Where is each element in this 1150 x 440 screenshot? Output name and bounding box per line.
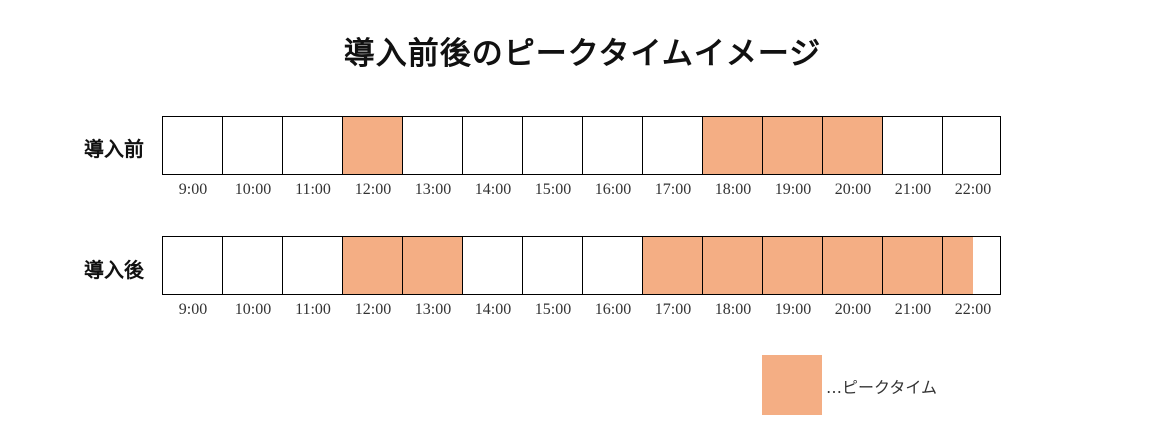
time-tick-label: 14:00 bbox=[474, 181, 512, 198]
peak-block bbox=[643, 237, 973, 294]
time-tick-label: 11:00 bbox=[295, 181, 331, 198]
hour-divider bbox=[942, 117, 943, 174]
time-tick-label: 13:00 bbox=[414, 301, 452, 318]
time-tick-label: 12:00 bbox=[354, 301, 392, 318]
hour-divider bbox=[282, 117, 283, 174]
hour-divider bbox=[822, 237, 823, 294]
time-tick-label: 21:00 bbox=[894, 181, 932, 198]
hour-divider bbox=[942, 237, 943, 294]
legend-peak-label: …ピークタイム bbox=[826, 378, 938, 397]
hour-divider bbox=[882, 117, 883, 174]
time-tick-label: 15:00 bbox=[534, 181, 572, 198]
hour-divider bbox=[222, 117, 223, 174]
time-tick-label: 22:00 bbox=[954, 181, 992, 198]
hour-divider bbox=[762, 117, 763, 174]
time-tick-label: 10:00 bbox=[234, 181, 272, 198]
time-tick-label: 18:00 bbox=[714, 301, 752, 318]
time-tick-label: 19:00 bbox=[774, 301, 812, 318]
time-tick-label: 13:00 bbox=[414, 181, 452, 198]
time-tick-label: 16:00 bbox=[594, 301, 632, 318]
hour-divider bbox=[402, 117, 403, 174]
time-tick-label: 11:00 bbox=[295, 301, 331, 318]
legend-peak-swatch bbox=[762, 355, 822, 415]
hour-divider bbox=[342, 117, 343, 174]
hour-divider bbox=[642, 117, 643, 174]
hour-divider bbox=[462, 237, 463, 294]
hour-divider bbox=[882, 237, 883, 294]
hour-divider bbox=[702, 237, 703, 294]
time-tick-label: 15:00 bbox=[534, 301, 572, 318]
time-tick-label: 20:00 bbox=[834, 181, 872, 198]
time-tick-label: 18:00 bbox=[714, 181, 752, 198]
hour-divider bbox=[642, 237, 643, 294]
hour-divider bbox=[222, 237, 223, 294]
peak-block bbox=[703, 117, 883, 174]
hour-divider bbox=[762, 237, 763, 294]
time-tick-label: 17:00 bbox=[654, 181, 692, 198]
hour-divider bbox=[702, 117, 703, 174]
time-tick-label: 17:00 bbox=[654, 301, 692, 318]
hour-divider bbox=[582, 117, 583, 174]
hour-divider bbox=[582, 237, 583, 294]
hour-divider bbox=[402, 237, 403, 294]
hour-divider bbox=[822, 117, 823, 174]
time-tick-label: 12:00 bbox=[354, 181, 392, 198]
timeline-before bbox=[162, 116, 1001, 175]
peak-block bbox=[343, 237, 463, 294]
time-tick-label: 20:00 bbox=[834, 301, 872, 318]
hour-divider bbox=[342, 237, 343, 294]
time-tick-label: 21:00 bbox=[894, 301, 932, 318]
time-tick-label: 14:00 bbox=[474, 301, 512, 318]
hour-divider bbox=[462, 117, 463, 174]
timeline-after bbox=[162, 236, 1001, 295]
diagram-title: 導入前後のピークタイムイメージ bbox=[343, 36, 822, 72]
time-tick-label: 10:00 bbox=[234, 301, 272, 318]
hour-divider bbox=[282, 237, 283, 294]
time-tick-label: 16:00 bbox=[594, 181, 632, 198]
time-tick-label: 19:00 bbox=[774, 181, 812, 198]
time-tick-label: 9:00 bbox=[178, 301, 208, 318]
peak-block bbox=[343, 117, 403, 174]
row-label-before: 導入前 bbox=[84, 137, 144, 161]
time-tick-label: 22:00 bbox=[954, 301, 992, 318]
row-label-after: 導入後 bbox=[84, 258, 144, 282]
time-tick-label: 9:00 bbox=[178, 181, 208, 198]
hour-divider bbox=[522, 117, 523, 174]
hour-divider bbox=[522, 237, 523, 294]
